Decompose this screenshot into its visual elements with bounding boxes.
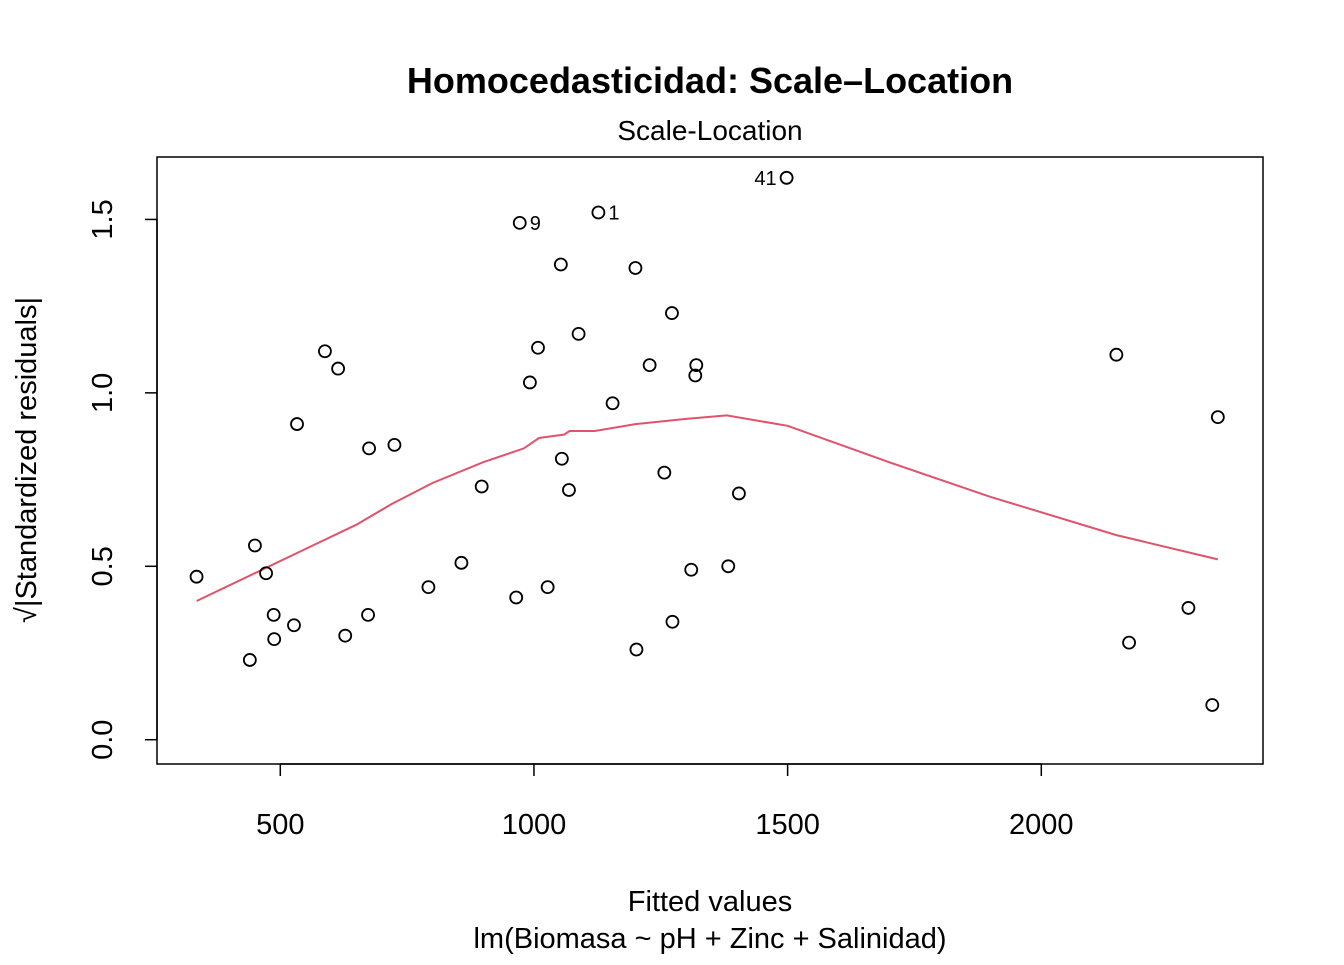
data-point	[338, 628, 353, 643]
data-point	[554, 451, 569, 466]
data-point	[688, 368, 703, 383]
data-point	[242, 653, 257, 667]
y-tick-label: 1.5	[87, 199, 119, 239]
y-axis-label: √|Standardized residuals|	[11, 297, 43, 623]
data-point	[248, 538, 262, 553]
data-point	[331, 361, 346, 376]
data-point	[1210, 410, 1225, 425]
data-point	[318, 344, 332, 359]
x-tick-label: 500	[256, 809, 304, 841]
data-point	[362, 441, 376, 456]
data-point	[642, 358, 657, 373]
data-point	[421, 580, 436, 595]
residual-points: 9 1 41	[189, 168, 1225, 712]
y-tick-label: 0.0	[87, 720, 119, 760]
x-tick-label: 2000	[1009, 809, 1074, 841]
data-point	[1181, 601, 1196, 615]
data-point	[605, 396, 620, 411]
point-label: 1	[608, 202, 619, 224]
data-point	[562, 483, 576, 497]
chart-title: Homocedasticidad: Scale–Location	[407, 60, 1013, 101]
y-axis: 0.0 0.5 1.0 1.5	[87, 199, 158, 760]
data-point	[474, 479, 489, 494]
data-point	[779, 170, 794, 185]
data-point	[267, 632, 282, 647]
data-point	[553, 257, 568, 272]
data-point	[259, 566, 273, 581]
x-tick-label: 1500	[755, 809, 820, 841]
point-label: 9	[530, 213, 541, 235]
x-axis-label: Fitted values	[628, 886, 792, 918]
data-point	[531, 340, 545, 355]
x-axis: 500 1000 1500 2000	[256, 763, 1074, 841]
data-point	[189, 569, 204, 584]
x-tick-label: 1000	[502, 809, 567, 841]
data-point	[732, 486, 746, 501]
data-point	[571, 326, 586, 341]
data-point	[1122, 635, 1136, 650]
point-label: 41	[754, 168, 776, 190]
data-point	[266, 607, 281, 622]
y-tick-label: 1.0	[87, 373, 119, 413]
data-point	[454, 555, 469, 570]
data-point	[657, 465, 672, 480]
x-axis-sublabel: lm(Biomasa ~ pH + Zinc + Salinidad)	[473, 923, 946, 955]
plot-frame	[156, 156, 1264, 765]
data-point	[522, 375, 537, 390]
data-point	[512, 216, 527, 230]
smooth-line	[196, 414, 1219, 602]
data-point	[689, 358, 704, 373]
data-point	[591, 205, 606, 220]
data-point	[540, 580, 555, 595]
data-point	[628, 261, 643, 275]
data-point	[684, 562, 699, 577]
data-point	[290, 417, 304, 431]
data-point	[1109, 347, 1124, 362]
data-point	[361, 607, 375, 622]
data-point	[721, 559, 736, 574]
y-tick-label: 0.5	[87, 546, 119, 586]
data-point	[287, 618, 301, 633]
data-point	[509, 590, 524, 605]
data-point	[665, 306, 679, 320]
chart-subtitle: Scale-Location	[617, 115, 802, 146]
data-point	[665, 614, 680, 629]
data-point	[387, 437, 402, 452]
data-point	[629, 642, 644, 657]
data-point	[1205, 698, 1220, 712]
